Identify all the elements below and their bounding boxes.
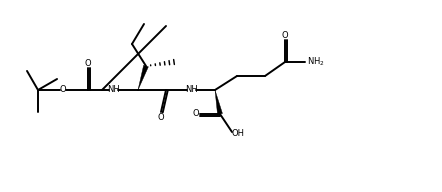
Polygon shape — [138, 65, 149, 90]
Text: NH: NH — [107, 85, 119, 94]
Text: NH: NH — [185, 85, 198, 94]
Text: O: O — [282, 31, 288, 40]
Text: NH$_2$: NH$_2$ — [307, 56, 325, 68]
Text: O: O — [158, 113, 164, 122]
Text: O: O — [85, 59, 91, 68]
Text: O: O — [60, 85, 66, 94]
Text: O: O — [192, 109, 199, 118]
Text: OH: OH — [232, 129, 244, 138]
Polygon shape — [215, 90, 222, 114]
